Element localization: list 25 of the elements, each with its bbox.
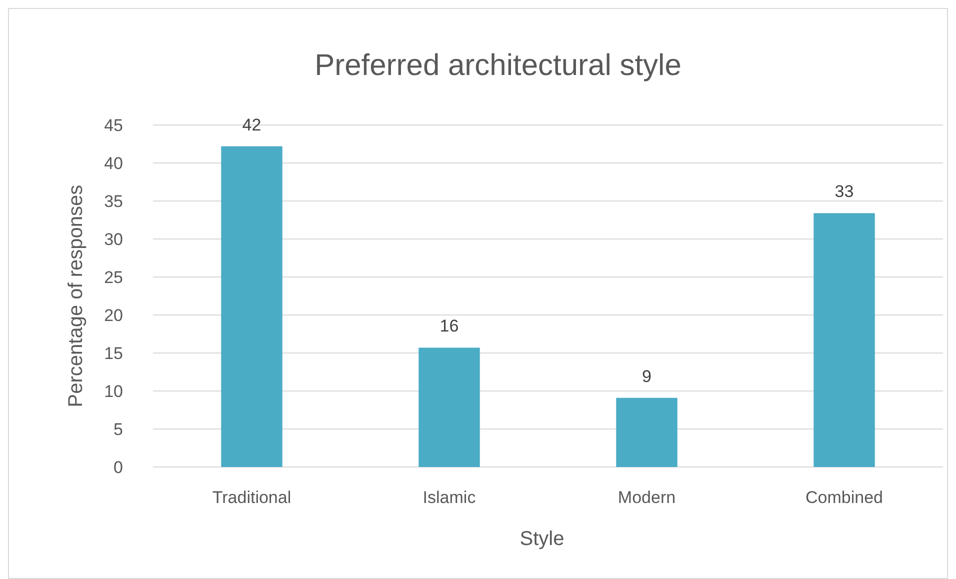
y-tick-label: 35 [104, 192, 123, 211]
y-tick-label: 25 [104, 268, 123, 287]
y-tick-label: 15 [104, 344, 123, 363]
x-axis-title: Style [520, 528, 564, 550]
y-tick-label: 45 [104, 116, 123, 135]
y-tick-label: 40 [104, 154, 123, 173]
y-tick-label: 10 [104, 382, 123, 401]
y-tick-label: 20 [104, 306, 123, 325]
data-label: 42 [242, 115, 262, 134]
bar [418, 348, 480, 467]
y-tick-label: 5 [114, 420, 123, 439]
x-tick-label: Islamic [422, 488, 476, 507]
y-tick-label: 0 [114, 458, 123, 477]
data-label: 16 [440, 316, 459, 336]
x-tick-label: Combined [806, 488, 883, 507]
y-tick-label: 30 [104, 230, 123, 249]
x-tick-label: Modern [618, 488, 676, 507]
data-label: 9 [642, 366, 652, 386]
bar [814, 213, 875, 467]
data-label: 33 [834, 182, 854, 202]
y-axis-title: Percentage of responses [65, 184, 87, 408]
bar [616, 398, 678, 467]
x-tick-label: Traditional [212, 488, 292, 507]
chart-title: Preferred architectural style [314, 49, 682, 82]
bar [221, 146, 282, 467]
